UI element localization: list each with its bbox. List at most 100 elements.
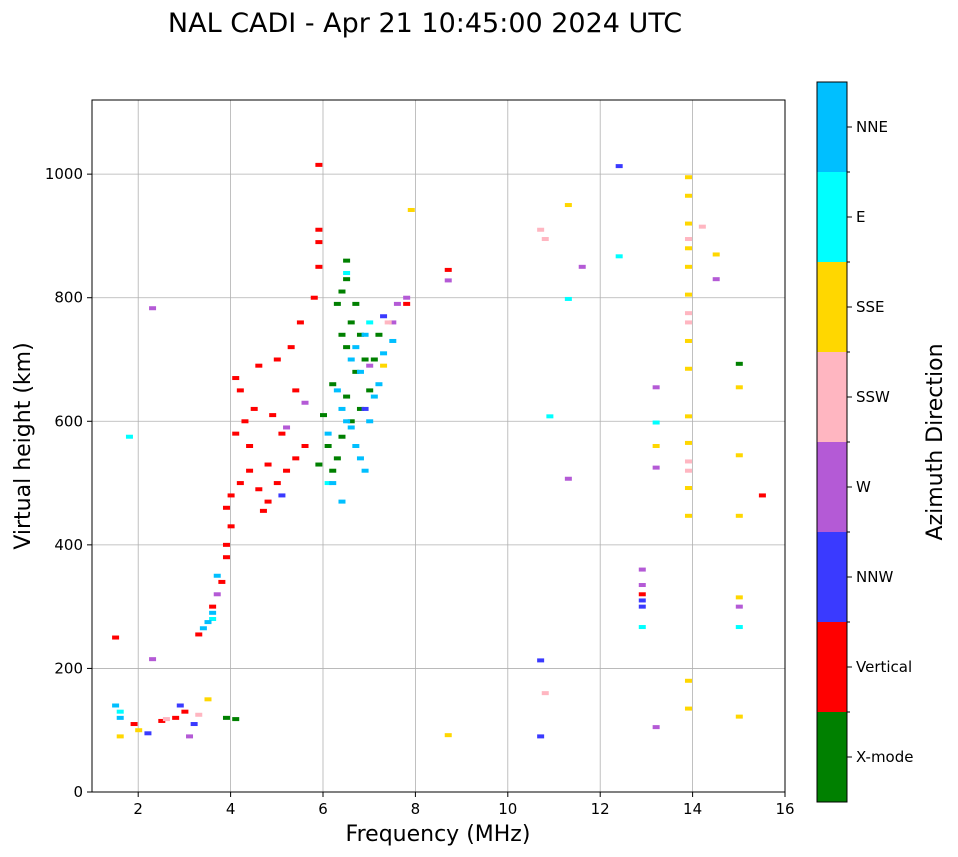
series-nne [112, 332, 397, 720]
x-tick-label: 8 [411, 800, 421, 818]
data-point [347, 419, 355, 424]
data-point [684, 292, 692, 297]
colorbar-tick-label: SSW [856, 388, 890, 406]
data-point [222, 505, 230, 510]
data-point [236, 481, 244, 486]
data-point [356, 406, 364, 411]
data-point [241, 419, 249, 424]
series-x-mode [222, 258, 743, 722]
y-tick-label: 800 [54, 289, 83, 307]
data-point [564, 296, 572, 301]
data-point [735, 625, 743, 630]
data-point [615, 254, 623, 259]
data-point [343, 277, 351, 282]
data-point [352, 345, 360, 350]
data-point [407, 207, 415, 212]
data-point [684, 366, 692, 371]
data-point [125, 434, 133, 439]
data-point [684, 246, 692, 251]
x-tick-label: 6 [318, 800, 328, 818]
data-point [684, 513, 692, 518]
data-point [735, 595, 743, 600]
data-point [232, 376, 240, 381]
data-point [366, 388, 374, 393]
colorbar-segment [817, 352, 847, 442]
data-point [735, 604, 743, 609]
data-point [324, 444, 332, 448]
data-point [315, 227, 323, 232]
data-point [343, 419, 351, 424]
data-point [116, 734, 124, 739]
x-axis-ticks: 2 4 6 8 10 12 14 16 [133, 792, 795, 818]
data-point [195, 632, 203, 637]
data-point [232, 431, 240, 436]
data-point [352, 369, 360, 374]
data-point [366, 419, 374, 424]
data-point [735, 513, 743, 518]
x-tick-label: 16 [775, 800, 794, 818]
data-point [181, 709, 189, 714]
data-point [329, 481, 337, 486]
data-point [684, 678, 692, 683]
data-point [162, 717, 170, 722]
data-point [735, 453, 743, 458]
data-point [375, 382, 383, 387]
y-tick-label: 400 [54, 536, 83, 554]
data-point [384, 320, 392, 325]
data-point [389, 338, 397, 343]
y-tick-label: 0 [73, 783, 83, 801]
plot-frame [91, 99, 786, 793]
data-point [684, 221, 692, 226]
data-point [366, 320, 374, 325]
data-point [264, 462, 272, 467]
data-point [338, 406, 346, 411]
data-point [698, 224, 706, 229]
data-point [356, 369, 364, 374]
colorbar-segment [817, 442, 847, 532]
data-point [310, 295, 318, 300]
data-point [236, 388, 244, 393]
data-point [222, 555, 230, 560]
data-point [684, 193, 692, 198]
data-point [352, 444, 360, 448]
data-point [361, 357, 369, 362]
data-point [638, 592, 646, 597]
y-axis-ticks: 0 200 400 600 800 1000 [45, 165, 92, 801]
data-point [684, 264, 692, 269]
colorbar-tick-label: NNW [856, 568, 893, 586]
data-point [380, 363, 388, 368]
data-point [370, 357, 378, 362]
data-point [356, 332, 364, 337]
data-point [356, 456, 364, 461]
colorbar: X-mode Vertical NNW W SSW SSE E NNE [816, 81, 913, 803]
data-point [135, 728, 143, 733]
series-w [149, 264, 743, 739]
data-point [130, 722, 138, 727]
data-point [209, 604, 217, 609]
plot-background [92, 100, 785, 792]
data-point [735, 361, 743, 366]
data-point [278, 431, 286, 436]
data-point [176, 703, 184, 708]
data-point [186, 734, 194, 739]
data-point [343, 394, 351, 399]
data-point [735, 714, 743, 719]
data-point [684, 440, 692, 445]
data-point [541, 691, 549, 696]
data-point [320, 413, 327, 418]
data-point [537, 227, 545, 232]
data-point [684, 320, 692, 325]
data-point [195, 712, 203, 717]
data-point [343, 271, 351, 275]
data-point [259, 508, 267, 513]
data-point [287, 345, 295, 350]
data-point [324, 431, 332, 436]
data-point [190, 722, 198, 727]
colorbar-segment [817, 262, 847, 352]
data-point [246, 444, 254, 448]
data-point [301, 400, 309, 405]
data-point [116, 715, 124, 720]
x-tick-label: 4 [226, 800, 236, 818]
